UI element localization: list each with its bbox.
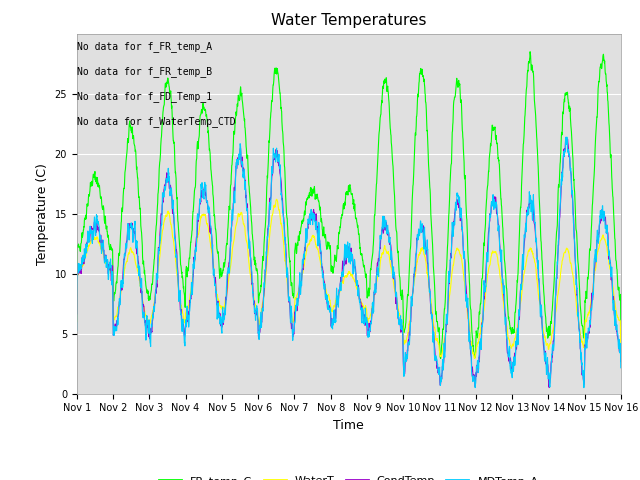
- FR_temp_C: [570, 166, 577, 171]
- FR_temp_C: [584, 274, 592, 280]
- Title: Water Temperatures: Water Temperatures: [271, 13, 426, 28]
- FR_temp_C: [376, 115, 384, 120]
- WaterT: [470, 356, 478, 361]
- FR_temp_C: [526, 49, 534, 55]
- FR_temp_C: [437, 356, 445, 361]
- WaterT: [225, 278, 232, 284]
- Line: CondTemp: CondTemp: [77, 138, 621, 388]
- MDTemp_A: [507, 368, 515, 374]
- Text: No data for f_WaterTemp_CTD: No data for f_WaterTemp_CTD: [77, 116, 236, 127]
- WaterT: [508, 346, 515, 351]
- CondTemp: [617, 359, 625, 364]
- MDTemp_A: [563, 134, 571, 140]
- Text: No data for f_FR_temp_B: No data for f_FR_temp_B: [77, 66, 212, 77]
- FR_temp_C: [617, 323, 625, 329]
- MDTemp_A: [376, 232, 384, 238]
- WaterT: [570, 275, 577, 280]
- WaterT: [365, 315, 372, 321]
- CondTemp: [73, 311, 81, 317]
- FR_temp_C: [507, 328, 515, 334]
- Text: No data for f_FD_Temp_1: No data for f_FD_Temp_1: [77, 91, 212, 102]
- CondTemp: [225, 265, 232, 271]
- CondTemp: [570, 209, 577, 215]
- FR_temp_C: [225, 216, 232, 221]
- MDTemp_A: [584, 325, 592, 331]
- MDTemp_A: [225, 265, 232, 271]
- MDTemp_A: [365, 328, 372, 334]
- CondTemp: [507, 359, 515, 364]
- CondTemp: [545, 385, 553, 391]
- WaterT: [73, 319, 81, 325]
- Y-axis label: Temperature (C): Temperature (C): [36, 163, 49, 264]
- X-axis label: Time: Time: [333, 419, 364, 432]
- Line: MDTemp_A: MDTemp_A: [77, 137, 621, 388]
- Legend: FR_temp_C, WaterT, CondTemp, MDTemp_A: FR_temp_C, WaterT, CondTemp, MDTemp_A: [155, 471, 543, 480]
- CondTemp: [365, 331, 372, 336]
- Text: No data for f_FR_temp_A: No data for f_FR_temp_A: [77, 41, 212, 52]
- WaterT: [273, 196, 280, 202]
- CondTemp: [584, 328, 592, 334]
- FR_temp_C: [365, 287, 372, 293]
- WaterT: [617, 347, 625, 352]
- Line: FR_temp_C: FR_temp_C: [77, 52, 621, 359]
- MDTemp_A: [570, 212, 577, 218]
- MDTemp_A: [617, 365, 625, 371]
- FR_temp_C: [73, 294, 81, 300]
- WaterT: [376, 258, 384, 264]
- CondTemp: [562, 135, 570, 141]
- MDTemp_A: [73, 328, 81, 334]
- CondTemp: [376, 246, 384, 252]
- MDTemp_A: [471, 385, 479, 391]
- WaterT: [584, 310, 592, 316]
- Line: WaterT: WaterT: [77, 199, 621, 359]
